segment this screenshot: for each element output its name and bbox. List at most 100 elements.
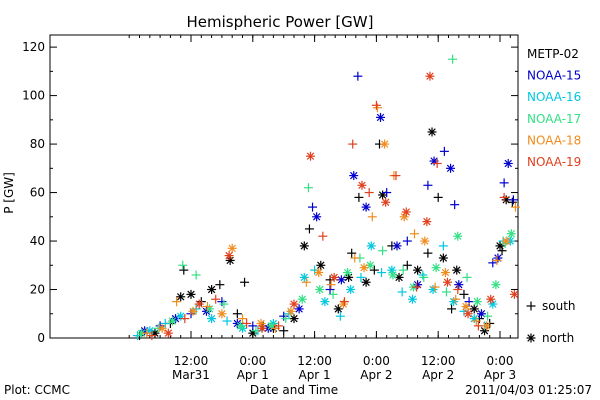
x-tick-label-date: Apr 3 xyxy=(484,368,516,382)
data-point xyxy=(410,229,420,239)
chart-title: Hemispheric Power [GW] xyxy=(187,13,374,31)
data-point xyxy=(346,285,356,295)
legend-marker-label: north xyxy=(542,331,574,345)
data-point xyxy=(432,158,442,168)
data-point xyxy=(486,294,496,304)
legend-series-label: METP-02 xyxy=(527,47,579,61)
x-tick-label-time: 12:00 xyxy=(297,354,332,368)
data-point xyxy=(248,321,258,331)
data-point xyxy=(238,314,247,324)
data-point xyxy=(506,229,516,239)
data-point xyxy=(186,289,196,299)
data-point xyxy=(176,292,186,302)
y-axis-label: P [GW] xyxy=(2,172,16,214)
data-point xyxy=(349,171,359,181)
data-point xyxy=(316,260,326,270)
data-point xyxy=(428,285,438,295)
footer-timestamp: 2011/04/03 01:25:07 xyxy=(465,383,592,397)
data-point xyxy=(422,217,432,227)
data-point xyxy=(304,224,314,234)
data-point xyxy=(380,139,390,149)
data-point xyxy=(194,299,204,309)
x-tick-label-time: 0:00 xyxy=(239,354,266,368)
data-point xyxy=(377,268,387,278)
data-point xyxy=(388,270,398,280)
data-point xyxy=(348,139,358,149)
data-point xyxy=(508,195,518,205)
data-point xyxy=(483,311,493,321)
data-point xyxy=(356,272,366,282)
data-point xyxy=(160,318,170,328)
data-point xyxy=(438,241,448,251)
data-point xyxy=(423,248,433,258)
data-point xyxy=(454,280,464,290)
data-point xyxy=(279,326,289,336)
data-point xyxy=(294,304,304,314)
data-point xyxy=(350,253,360,263)
data-point xyxy=(207,314,217,324)
data-point xyxy=(227,243,237,253)
data-point xyxy=(217,309,227,319)
data-point xyxy=(318,231,328,241)
data-point xyxy=(339,297,349,307)
data-point xyxy=(289,299,299,309)
data-point xyxy=(493,253,503,263)
data-point xyxy=(242,318,252,328)
data-point xyxy=(461,301,471,311)
data-point xyxy=(359,263,369,273)
data-point xyxy=(397,287,407,297)
data-point xyxy=(279,311,289,321)
data-point xyxy=(314,268,324,278)
data-point xyxy=(451,294,461,304)
data-point xyxy=(347,248,357,258)
data-point xyxy=(217,297,227,307)
data-point xyxy=(453,231,463,241)
data-point xyxy=(180,314,190,324)
chart-legend: METP-02 NOAA-15 NOAA-16 NOAA-17 NOAA-18 NOAA-… xyxy=(526,47,581,345)
data-point xyxy=(312,212,322,222)
data-point xyxy=(392,241,402,251)
data-point xyxy=(211,294,221,304)
y-tick-label: 40 xyxy=(30,234,45,248)
data-point xyxy=(499,178,509,188)
data-point xyxy=(328,289,338,299)
data-point xyxy=(219,299,229,309)
data-point xyxy=(413,265,423,275)
data-point xyxy=(463,309,473,319)
x-axis-label: Date and Time xyxy=(250,383,338,397)
legend-series-label: NOAA-18 xyxy=(527,133,581,147)
data-point xyxy=(391,171,401,181)
data-point xyxy=(179,265,189,275)
data-point xyxy=(333,304,343,314)
data-point xyxy=(469,304,479,314)
data-point xyxy=(412,282,422,292)
data-point xyxy=(476,309,486,319)
x-tick-label-date: Apr 1 xyxy=(298,368,330,382)
data-point xyxy=(142,328,152,338)
data-point xyxy=(499,192,509,202)
data-point xyxy=(372,103,382,113)
data-point xyxy=(335,311,345,321)
data-point xyxy=(501,236,511,246)
data-point xyxy=(320,297,330,307)
data-point xyxy=(376,112,386,122)
data-point xyxy=(361,202,371,212)
data-point xyxy=(147,331,157,341)
x-tick-label-date: Apr 2 xyxy=(422,368,454,382)
data-point xyxy=(438,253,448,263)
data-point xyxy=(382,188,392,198)
data-point xyxy=(357,180,367,190)
data-point xyxy=(371,100,381,110)
data-point xyxy=(402,236,412,246)
data-point xyxy=(202,301,212,311)
data-point xyxy=(419,272,429,282)
data-point xyxy=(305,151,315,161)
data-point xyxy=(286,306,296,316)
data-point xyxy=(338,299,348,309)
data-point xyxy=(366,241,376,251)
data-point xyxy=(222,316,232,326)
data-point xyxy=(257,323,267,333)
data-point xyxy=(453,285,463,295)
x-tick-label-date: Apr 1 xyxy=(237,368,269,382)
